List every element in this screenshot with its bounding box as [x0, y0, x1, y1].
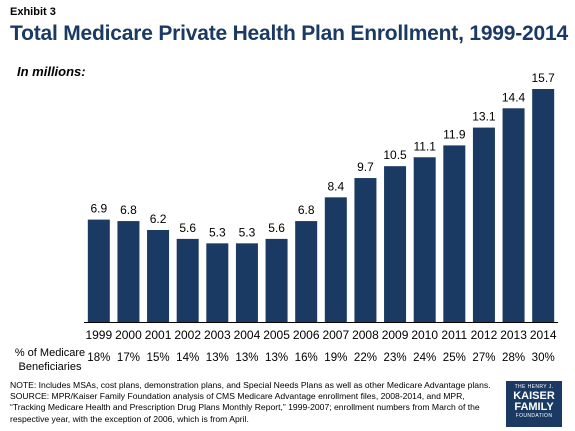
- x-tick-2000: 2000: [115, 328, 142, 342]
- source-text: SOURCE: MPR/Kaiser Family Foundation ana…: [10, 391, 480, 424]
- bar-2011: [443, 145, 466, 322]
- value-label-2002: 5.6: [179, 221, 196, 235]
- x-tick-2006: 2006: [293, 328, 320, 342]
- pct-value-2004: 13%: [235, 352, 258, 364]
- x-tick-2010: 2010: [411, 328, 438, 342]
- pct-value-2014: 30%: [532, 352, 555, 364]
- pct-value-2013: 28%: [502, 352, 525, 364]
- value-label-2013: 14.4: [502, 90, 526, 104]
- x-tick-2005: 2005: [263, 328, 290, 342]
- pct-value-2000: 17%: [117, 352, 140, 364]
- bars-group: [87, 89, 555, 322]
- note-text: NOTE: Includes MSAs, cost plans, demonst…: [10, 380, 491, 390]
- value-label-2014: 15.7: [532, 71, 556, 85]
- value-label-2005: 5.6: [268, 221, 285, 235]
- pct-value-2003: 13%: [206, 352, 229, 364]
- x-tick-labels-group: 1999 2000 2001 2002 2003 2004 2005 2006 2007 2008…: [85, 328, 556, 342]
- bar-2001: [147, 229, 170, 322]
- value-label-2008: 9.7: [357, 160, 374, 174]
- pct-value-2012: 27%: [472, 352, 495, 364]
- pct-value-2002: 14%: [176, 352, 199, 364]
- x-tick-2004: 2004: [234, 328, 261, 342]
- x-tick-2003: 2003: [204, 328, 231, 342]
- bar-2012: [472, 127, 495, 322]
- pct-row-label: % of Medicare Beneficiaries: [14, 347, 86, 373]
- logo-line-4: FOUNDATION: [515, 413, 553, 419]
- x-tick-2009: 2009: [382, 328, 409, 342]
- pct-value-2009: 23%: [384, 352, 407, 364]
- bar-chart: 6.9 6.8 6.2 5.6 5.3 5.3 5.6 6.8 8.4 9.7 10.5 11.1 11…: [84, 71, 558, 364]
- value-label-2009: 10.5: [383, 148, 407, 162]
- logo-line-2: KAISER: [513, 390, 555, 402]
- value-labels-group: 6.9 6.8 6.2 5.6 5.3 5.3 5.6 6.8 8.4 9.7 10.5 11.1 11…: [90, 71, 555, 239]
- pct-value-2001: 15%: [147, 352, 170, 364]
- pct-value-2011: 25%: [443, 352, 466, 364]
- pct-value-2007: 19%: [324, 352, 347, 364]
- pct-value-1999: 18%: [87, 352, 110, 364]
- bar-2010: [413, 157, 436, 322]
- value-label-2010: 11.1: [413, 139, 436, 153]
- x-tick-1999: 1999: [85, 328, 112, 342]
- x-tick-2008: 2008: [352, 328, 379, 342]
- x-tick-2014: 2014: [530, 328, 557, 342]
- bar-2004: [235, 243, 258, 322]
- kff-logo: THE HENRY J. KAISER FAMILY FOUNDATION: [506, 381, 562, 427]
- logo-line-3: FAMILY: [514, 401, 554, 413]
- bar-2000: [117, 221, 140, 322]
- x-tick-2007: 2007: [322, 328, 349, 342]
- bar-2002: [176, 238, 199, 322]
- x-tick-2001: 2001: [145, 328, 172, 342]
- value-label-2011: 11.9: [443, 127, 466, 141]
- bar-2006: [295, 221, 318, 322]
- value-label-2006: 6.8: [298, 203, 315, 217]
- logo-line-1: THE HENRY J.: [514, 384, 554, 390]
- value-label-2003: 5.3: [209, 225, 226, 239]
- pct-values-group: 18% 17% 15% 14% 13% 13% 13% 16% 19% 22% 23% 24% 25% 2…: [87, 352, 554, 364]
- bar-1999: [87, 219, 110, 322]
- notes-block: NOTE: Includes MSAs, cost plans, demonst…: [10, 380, 495, 425]
- chart-title: Total Medicare Private Health Plan Enrol…: [10, 22, 568, 45]
- x-tick-2013: 2013: [500, 328, 527, 342]
- unit-label: In millions:: [17, 64, 86, 79]
- x-tick-2012: 2012: [471, 328, 498, 342]
- exhibit-label: Exhibit 3: [10, 6, 56, 18]
- pct-value-2008: 22%: [354, 352, 377, 364]
- pct-value-2005: 13%: [265, 352, 288, 364]
- pct-value-2006: 16%: [295, 352, 318, 364]
- value-label-2001: 6.2: [150, 212, 167, 226]
- x-tick-2002: 2002: [174, 328, 201, 342]
- x-tick-2011: 2011: [441, 328, 467, 342]
- bar-2005: [265, 238, 288, 322]
- bar-2009: [384, 166, 407, 322]
- bar-2007: [324, 197, 347, 322]
- value-label-2007: 8.4: [327, 179, 344, 193]
- value-label-2004: 5.3: [239, 225, 256, 239]
- value-label-2000: 6.8: [120, 203, 137, 217]
- bar-2014: [532, 89, 555, 322]
- bar-2003: [206, 243, 229, 322]
- value-label-1999: 6.9: [90, 202, 107, 216]
- pct-value-2010: 24%: [413, 352, 436, 364]
- bar-2008: [354, 178, 377, 322]
- value-label-2012: 13.1: [472, 110, 496, 124]
- bar-2013: [502, 108, 525, 322]
